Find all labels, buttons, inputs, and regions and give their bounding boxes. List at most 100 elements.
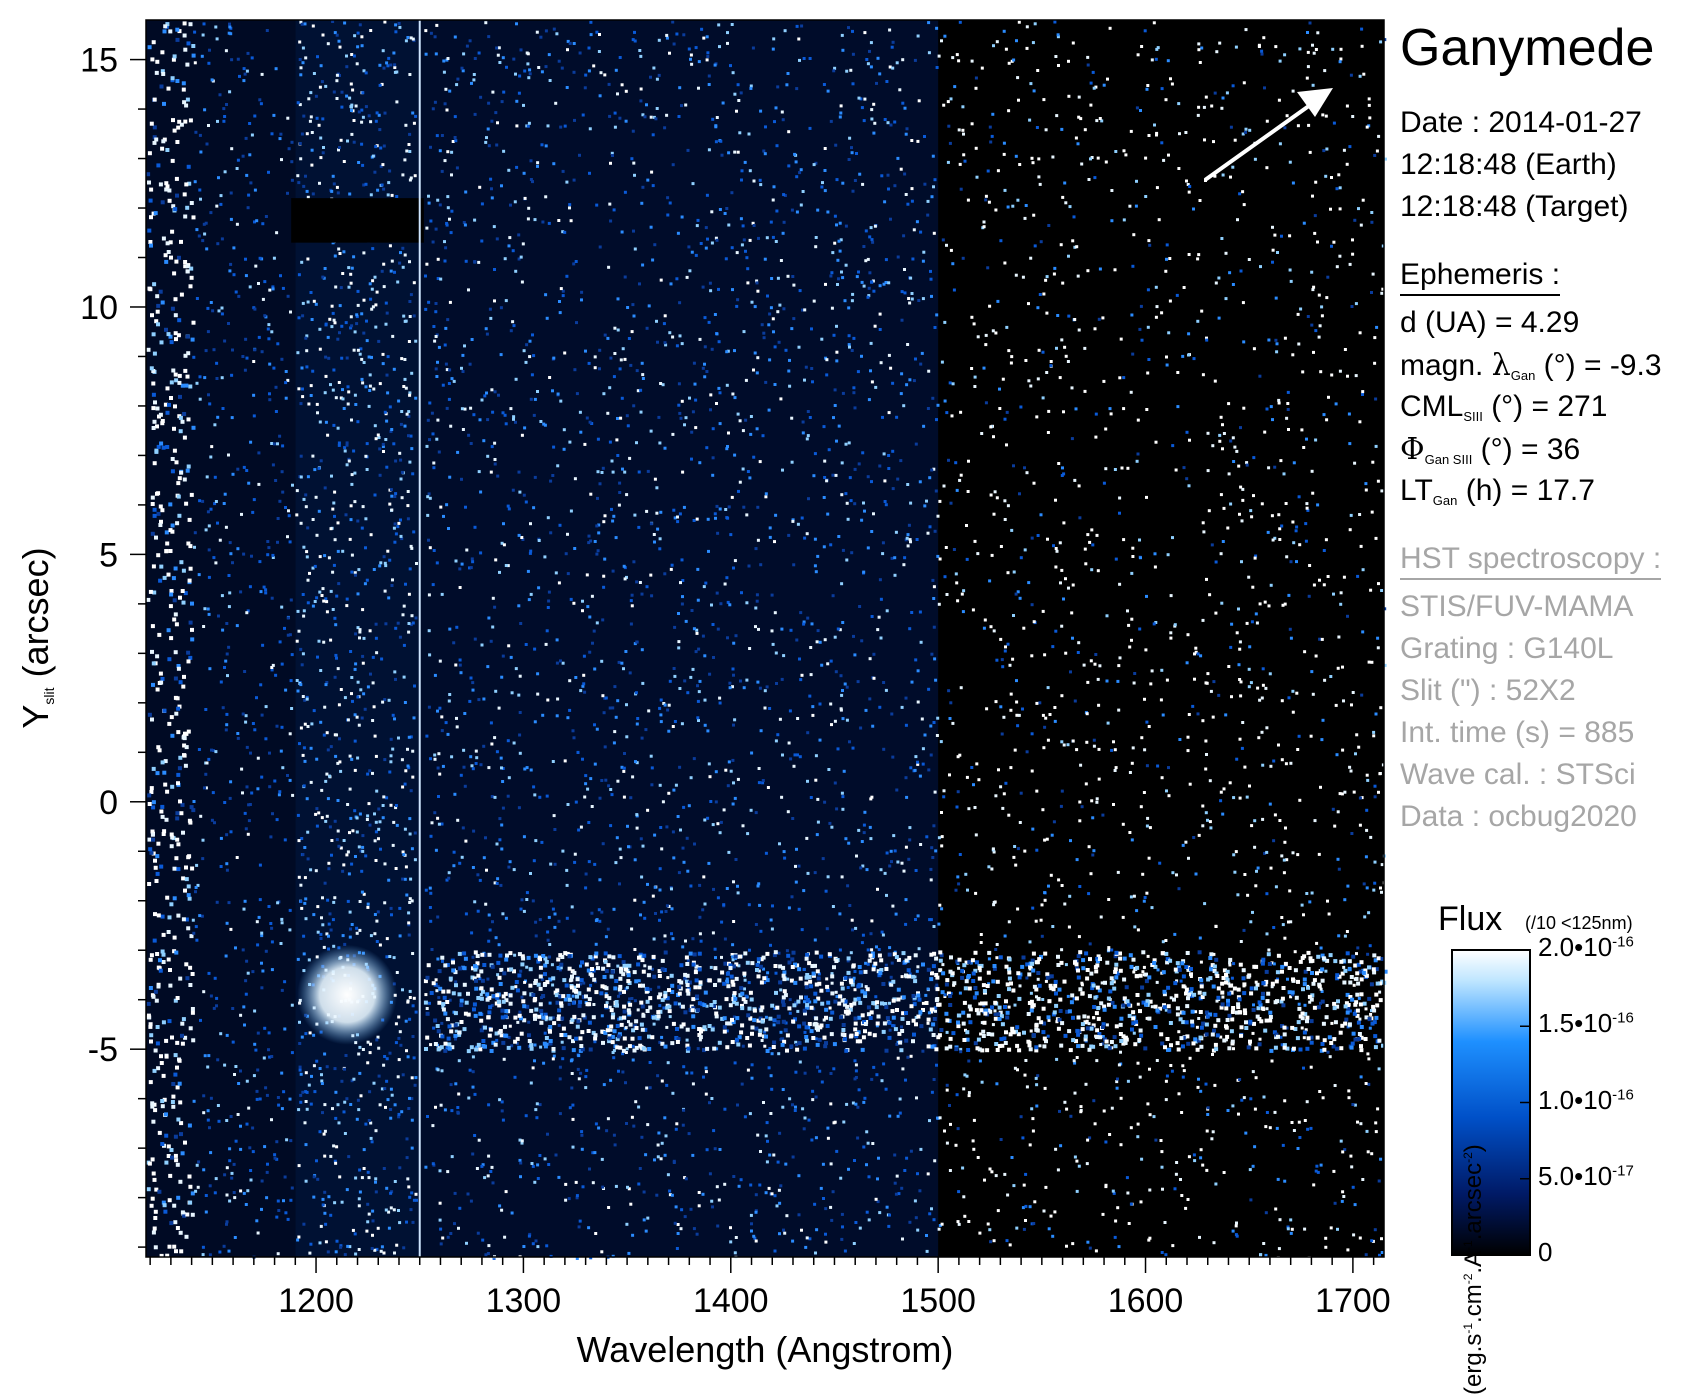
photon-dot [348,754,352,758]
photon-dot [323,1052,327,1056]
photon-dot [584,782,588,786]
photon-dot [331,388,335,392]
photon-dot [623,577,627,581]
photon-dot [381,442,385,446]
photon-dot [514,985,518,989]
photon-dot [841,548,845,552]
photon-dot [527,598,531,602]
photon-dot [183,1140,187,1145]
photon-dot [332,182,336,186]
photon-dot [808,1237,812,1241]
photon-dot [210,78,214,82]
photon-dot [382,144,386,148]
photon-dot [763,689,767,693]
photon-dot [198,375,202,379]
photon-dot [299,647,303,651]
photon-dot [362,183,366,187]
photon-dot [731,958,735,962]
photon-dot [389,803,393,807]
photon-dot [641,263,645,267]
photon-dot [869,341,873,345]
photon-dot [427,705,431,709]
photon-dot [523,426,527,430]
photon-dot [450,1155,454,1159]
photon-dot [409,36,413,40]
photon-dot [469,566,473,570]
photon-dot [176,1117,181,1122]
photon-dot [274,385,278,389]
photon-dot [159,1061,164,1065]
photon-dot [533,218,537,222]
photon-dot [245,1079,249,1083]
photon-dot [835,1149,839,1153]
photon-dot [606,1024,610,1028]
photon-dot [733,718,737,722]
photon-dot [705,1148,709,1152]
photon-dot [509,655,513,659]
photon-dot [545,1244,549,1248]
photon-dot [598,94,602,98]
photon-dot [297,387,301,391]
photon-dot [443,240,446,244]
photon-dot [150,1157,155,1162]
photon-dot [666,213,670,217]
photon-dot [536,672,540,676]
photon-dot [327,356,331,360]
photon-dot [525,343,529,347]
photon-dot [936,514,940,518]
photon-dot [529,1081,533,1085]
photon-dot [910,199,914,203]
photon-dot [757,969,761,973]
photon-dot [485,332,489,336]
photon-dot [244,337,248,341]
photon-dot [935,66,939,69]
photon-dot [220,312,224,316]
photon-dot [172,1203,177,1208]
photon-dot [930,1010,934,1014]
photon-dot [406,764,410,768]
photon-dot [562,428,566,432]
photon-dot [175,1040,180,1045]
photon-dot [507,168,511,172]
photon-dot [752,455,756,459]
photon-dot [811,1098,815,1102]
photon-dot [868,271,872,275]
photon-dot [850,551,854,555]
photon-dot [323,1103,327,1107]
photon-dot [919,1147,923,1151]
photon-dot [324,84,328,88]
photon-dot [909,1054,913,1058]
photon-dot [331,20,335,23]
photon-dot [851,292,855,296]
photon-dot [383,862,387,866]
photon-dot [489,639,493,643]
photon-dot [150,649,154,654]
photon-dot [153,1245,158,1250]
photon-dot [160,300,165,305]
photon-dot [486,454,490,458]
photon-dot [828,1006,832,1010]
photon-dot [165,410,170,415]
photon-dot [663,1116,667,1120]
photon-dot [564,1198,568,1202]
photon-dot [190,1212,195,1217]
photon-dot [341,934,345,938]
photon-dot [177,513,182,518]
photon-dot [347,266,351,270]
photon-dot [231,1007,235,1010]
photon-dot [494,689,498,693]
photon-dot [439,1227,443,1231]
photon-dot [380,269,384,273]
photon-dot [888,28,892,32]
photon-dot [408,901,412,904]
photon-dot [557,1023,561,1027]
photon-dot [374,859,378,862]
photon-dot [172,598,177,603]
photon-dot [665,1025,669,1029]
photon-dot [588,615,592,619]
photon-dot [182,100,187,105]
photon-dot [202,1168,206,1172]
photon-dot [839,104,843,108]
photon-dot [321,896,324,900]
photon-dot [585,573,589,577]
